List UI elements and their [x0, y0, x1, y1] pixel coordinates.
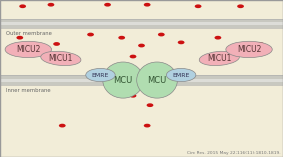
- Bar: [0, 78, 283, 82]
- Ellipse shape: [166, 68, 196, 82]
- Circle shape: [87, 33, 94, 36]
- Circle shape: [48, 3, 54, 7]
- Circle shape: [147, 103, 153, 107]
- Circle shape: [19, 4, 26, 8]
- Circle shape: [130, 69, 136, 73]
- Circle shape: [130, 55, 136, 58]
- Circle shape: [147, 64, 153, 68]
- Text: MICU2: MICU2: [16, 45, 40, 54]
- Text: MICU2: MICU2: [237, 45, 261, 54]
- Circle shape: [118, 36, 125, 40]
- Ellipse shape: [103, 62, 143, 98]
- Text: Circ Res. 2015 May 22;116(11):1810-1819.: Circ Res. 2015 May 22;116(11):1810-1819.: [186, 152, 280, 155]
- Text: MICU1: MICU1: [49, 54, 73, 63]
- Ellipse shape: [86, 68, 115, 82]
- Text: MCU: MCU: [147, 76, 167, 85]
- Circle shape: [237, 4, 244, 8]
- Bar: [0, 75, 283, 78]
- Circle shape: [178, 41, 185, 44]
- Ellipse shape: [199, 51, 239, 66]
- Text: MCU: MCU: [113, 76, 133, 85]
- Circle shape: [257, 42, 264, 46]
- Circle shape: [138, 44, 145, 47]
- Circle shape: [130, 94, 136, 98]
- Text: EMRE: EMRE: [92, 73, 109, 78]
- Ellipse shape: [5, 41, 52, 58]
- Circle shape: [215, 36, 221, 40]
- Text: EMRE: EMRE: [172, 73, 190, 78]
- Circle shape: [53, 42, 60, 46]
- Ellipse shape: [226, 41, 272, 58]
- Circle shape: [144, 124, 151, 127]
- Bar: [0, 22, 283, 25]
- Ellipse shape: [137, 62, 177, 98]
- Ellipse shape: [41, 51, 81, 66]
- Bar: [0, 25, 283, 28]
- Circle shape: [104, 3, 111, 7]
- Circle shape: [16, 36, 23, 40]
- Circle shape: [195, 4, 201, 8]
- Circle shape: [59, 124, 66, 127]
- Text: Outer membrane: Outer membrane: [6, 31, 52, 36]
- Bar: [0, 82, 283, 85]
- Text: Inner membrane: Inner membrane: [6, 88, 50, 93]
- Text: MICU1: MICU1: [207, 54, 231, 63]
- Circle shape: [158, 33, 165, 36]
- Circle shape: [144, 3, 151, 7]
- Bar: [0, 19, 283, 22]
